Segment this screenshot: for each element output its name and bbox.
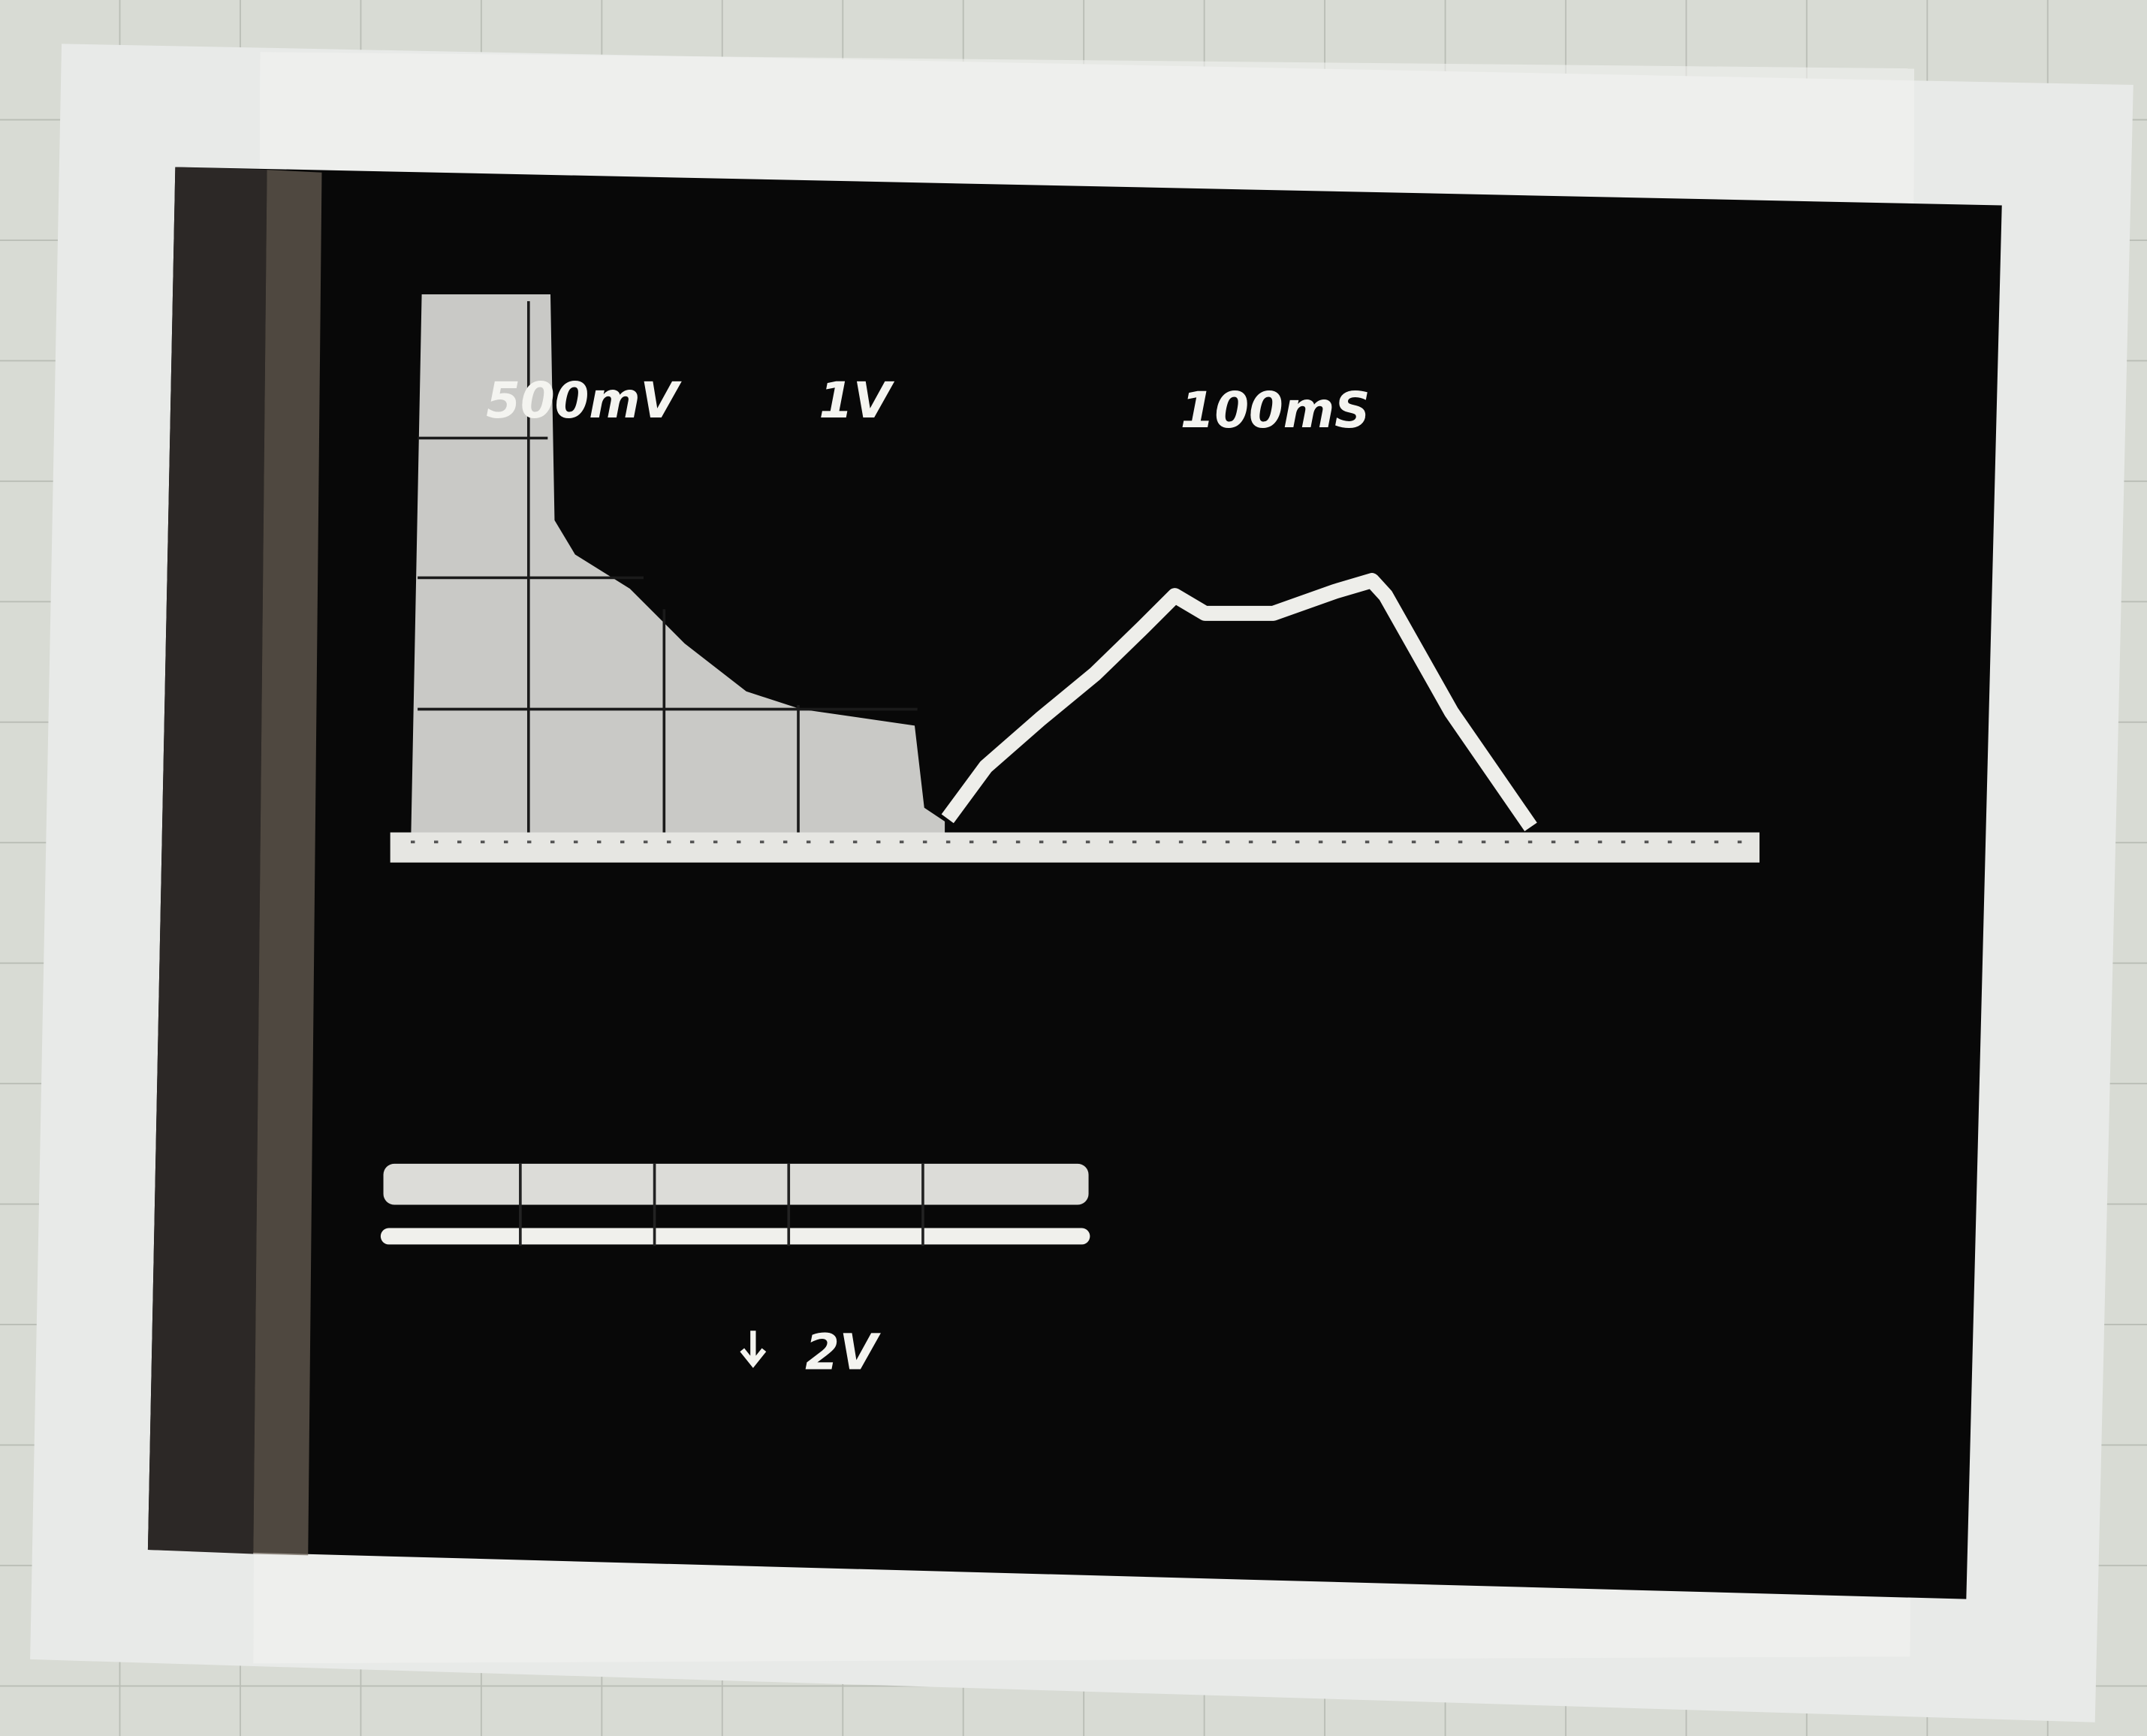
lower-trace-line [380,1228,1090,1245]
ch1-scale: 500mV [486,372,682,429]
print-glare [253,170,322,1556]
print-edge [147,167,267,1554]
ch2-offset: 2V [805,1324,882,1381]
lower-trace-marks [519,1163,924,1246]
screen-trace [380,294,1760,1246]
offset-arrow [740,1331,767,1368]
ch2-scale: 1V [819,372,895,429]
lower-trace-band [383,1163,1089,1205]
baseline-trace [390,832,1760,863]
waveform [941,573,1537,831]
graticule [418,301,918,842]
timebase: 100mS [1181,382,1371,439]
